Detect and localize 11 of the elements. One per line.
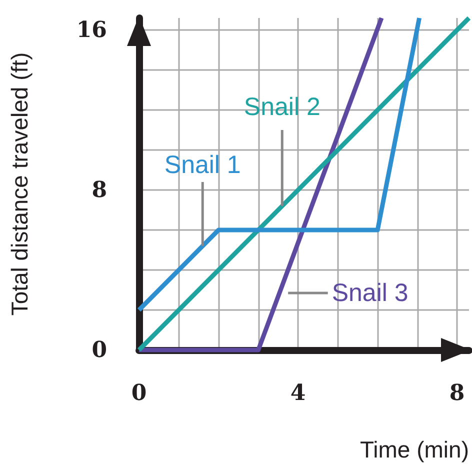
series-label: Snail 3 (332, 279, 408, 307)
y-tick-label: 0 (92, 337, 107, 363)
y-axis-title: Total distance traveled (ft) (6, 52, 32, 316)
x-tick-label: 4 (290, 380, 306, 406)
series-label: Snail 2 (244, 93, 320, 121)
text: Snail 1 (164, 151, 241, 179)
y-tick-label: 16 (76, 17, 107, 43)
x-tick-label: 8 (449, 380, 465, 406)
x-axis-title: Time (min) (360, 436, 469, 462)
y-tick-label: 8 (92, 177, 107, 203)
x-tick-label: 0 (131, 380, 147, 406)
